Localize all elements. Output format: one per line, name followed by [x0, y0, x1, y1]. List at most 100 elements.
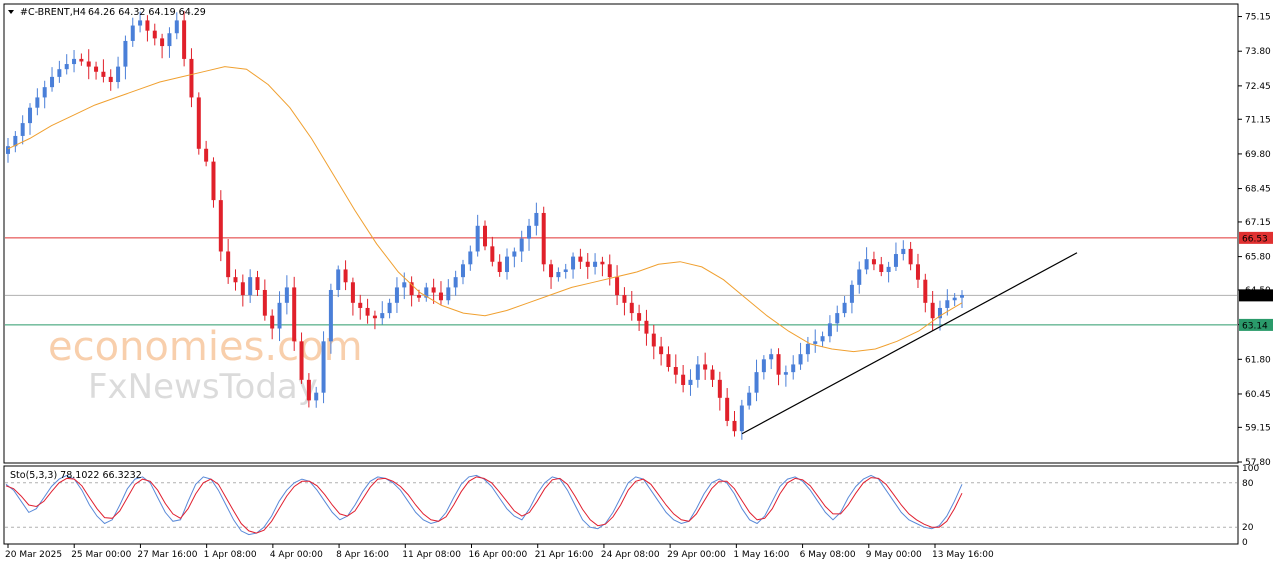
candle-body — [754, 372, 759, 393]
candle-body — [512, 251, 517, 257]
y-tick-label: 73.80 — [1245, 47, 1271, 57]
candle-body — [350, 282, 355, 303]
candle-body — [233, 277, 238, 283]
watermark-sub: FxNewsToday — [88, 367, 318, 407]
candle-body — [365, 307, 370, 316]
candle-body — [915, 264, 920, 280]
candle-body — [446, 287, 451, 301]
candle-body — [527, 225, 532, 239]
candle-body — [189, 58, 194, 98]
candle-body — [409, 282, 414, 296]
candle-body — [593, 261, 598, 267]
symbol-label: #C-BRENT,H4 — [20, 7, 86, 18]
stochastic-tick-label: 80 — [1242, 479, 1254, 489]
candle-body — [886, 266, 891, 273]
support-level-badge — [1239, 318, 1273, 331]
collapse-triangle-icon[interactable] — [8, 10, 14, 14]
candle-body — [703, 364, 708, 370]
candle-body — [240, 282, 245, 296]
candle-body — [857, 269, 862, 285]
candle-body — [615, 277, 620, 296]
candle-body — [475, 225, 480, 252]
candle-body — [292, 287, 297, 342]
watermark-brand: economies.com — [48, 324, 363, 370]
candle-body — [688, 379, 693, 385]
candle-body — [262, 289, 267, 316]
candle-body — [20, 123, 25, 136]
candle-body — [284, 287, 289, 303]
x-tick-label: 25 Mar 00:00 — [71, 550, 131, 560]
candle-body — [952, 297, 957, 301]
candle-body — [196, 97, 201, 149]
x-tick-label: 4 Apr 00:00 — [270, 550, 323, 560]
candle-body — [101, 71, 106, 77]
candle-body — [842, 302, 847, 314]
candle-body — [218, 200, 223, 252]
candle-body — [835, 313, 840, 324]
candle-body — [86, 61, 91, 67]
candle-body — [453, 277, 458, 288]
y-tick-label: 71.15 — [1245, 115, 1271, 125]
candle-body — [791, 364, 796, 373]
candle-body — [864, 259, 869, 270]
price-panel[interactable] — [3, 3, 1239, 464]
stochastic-label: Sto(5,3,3) 78.1022 66.3232 — [10, 470, 142, 481]
candle-body — [666, 354, 671, 368]
candle-body — [468, 251, 473, 265]
candle-body — [769, 354, 774, 360]
candle-body — [358, 302, 363, 308]
candle-body — [314, 392, 319, 401]
moving-average-line — [7, 66, 963, 353]
candle-body — [13, 135, 18, 147]
x-tick-label: 27 Mar 16:00 — [137, 550, 197, 560]
candle-body — [805, 343, 810, 355]
candle-body — [248, 277, 253, 296]
candle-body — [629, 302, 634, 314]
candle-body — [960, 295, 964, 298]
candle-body — [820, 336, 825, 342]
candle-body — [372, 315, 377, 319]
candle-body — [945, 300, 950, 308]
candle-body — [72, 58, 77, 65]
candle-body — [563, 269, 568, 273]
y-tick-label: 65.80 — [1245, 253, 1271, 263]
candle-body — [879, 264, 884, 273]
resistance-level-label: 66.53 — [1242, 234, 1268, 244]
current-level-badge — [1239, 289, 1273, 302]
candle-body — [585, 261, 590, 267]
candle-body — [549, 264, 554, 278]
candle-body — [42, 87, 47, 98]
candle-body — [94, 66, 99, 72]
candle-body — [226, 251, 231, 278]
candle-body — [673, 367, 678, 375]
candle-body — [394, 287, 399, 303]
candle-body — [695, 364, 700, 380]
candle-body — [182, 20, 187, 59]
candle-body — [270, 315, 275, 329]
x-tick-label: 21 Apr 16:00 — [535, 550, 594, 560]
candle-body — [483, 225, 487, 247]
candle-body — [644, 320, 649, 334]
candle-body — [145, 20, 150, 31]
candle-body — [130, 25, 135, 41]
candle-body — [849, 284, 854, 303]
x-tick-label: 8 Apr 16:00 — [336, 550, 389, 560]
candle-body — [116, 66, 121, 83]
x-tick-label: 9 May 00:00 — [866, 550, 922, 560]
candle-body — [541, 212, 546, 265]
candle-body — [328, 289, 333, 342]
candle-body — [930, 302, 935, 319]
candle-body — [306, 379, 311, 401]
candle-body — [497, 261, 502, 273]
candle-body — [460, 264, 465, 278]
candle-body — [505, 256, 510, 273]
y-tick-label: 61.80 — [1245, 355, 1271, 365]
candle-body — [160, 38, 165, 47]
candle-body — [651, 333, 656, 347]
candle-body — [167, 33, 172, 47]
x-tick-label: 20 Mar 2025 — [5, 550, 62, 560]
candle-body — [402, 282, 407, 288]
stochastic-main-line — [5, 474, 963, 536]
